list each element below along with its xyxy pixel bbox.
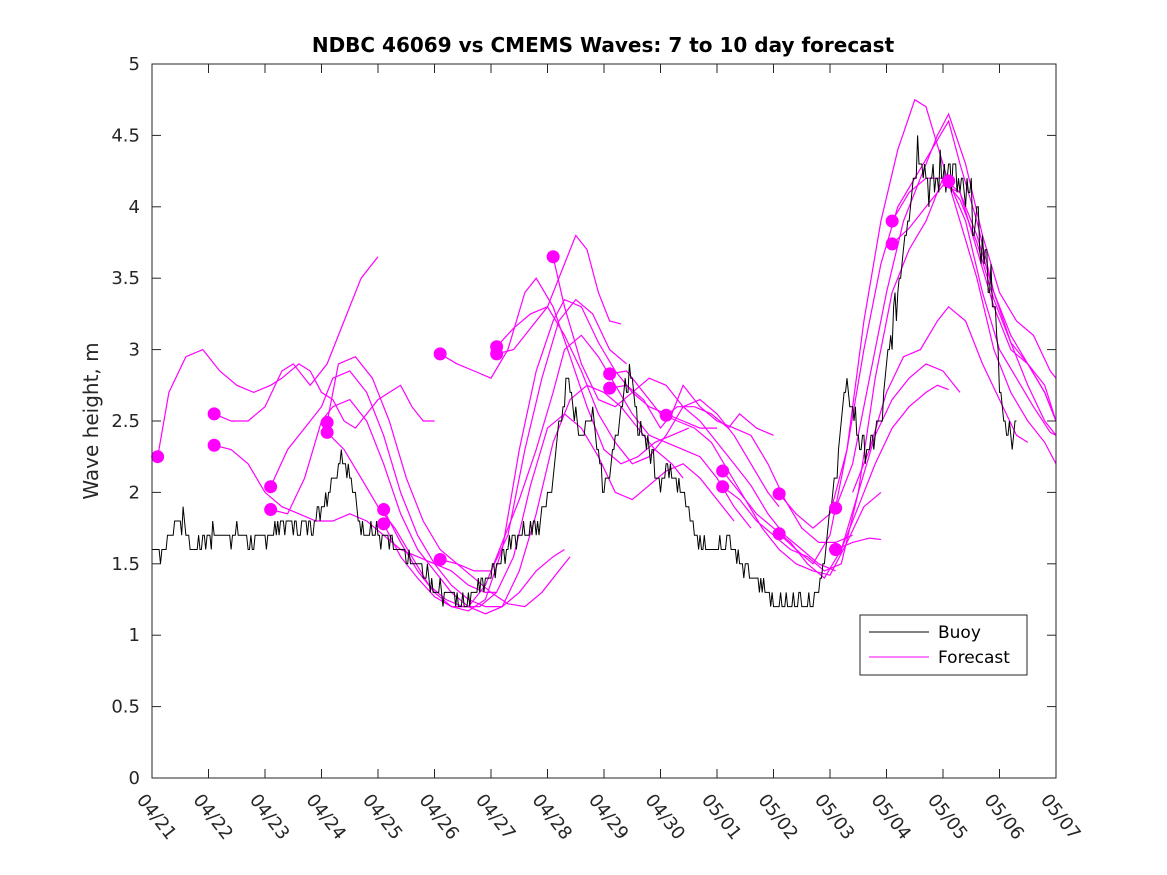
y-tick-label: 1.5: [111, 554, 140, 575]
y-tick-label: 0: [129, 768, 140, 789]
y-tick-label: 4.5: [111, 125, 140, 146]
forecast-line: [326, 298, 627, 572]
plot-area: [151, 98, 1057, 615]
forecast-start-marker: [151, 450, 165, 464]
y-tick-label: 2.5: [111, 411, 140, 432]
y-tick-label: 1: [129, 625, 140, 646]
forecast-line: [439, 556, 571, 608]
forecast-line: [213, 256, 379, 422]
forecast-start-marker: [885, 237, 899, 251]
y-axis-label: Wave height, m: [79, 342, 103, 499]
forecast-start-marker: [490, 347, 504, 361]
forecast-line: [835, 537, 881, 551]
forecast-start-marker: [264, 503, 278, 517]
forecast-start-marker: [659, 408, 673, 422]
forecast-start-marker: [716, 480, 730, 494]
legend: Buoy Forecast: [859, 614, 1028, 676]
forecast-start-marker: [433, 347, 447, 361]
forecast-line: [665, 406, 774, 436]
forecast-line: [326, 413, 735, 608]
forecast-line: [840, 384, 949, 550]
y-tick-label: 2: [129, 482, 140, 503]
forecast-start-marker: [377, 503, 391, 517]
forecast-start-marker: [772, 527, 786, 541]
legend-forecast-label: Forecast: [938, 648, 1010, 668]
forecast-start-marker: [207, 407, 221, 421]
legend-buoy-label: Buoy: [938, 623, 981, 643]
y-tick-label: 0.5: [111, 697, 140, 718]
forecast-line: [496, 234, 622, 355]
forecast-start-marker: [207, 438, 221, 452]
chart-title: NDBC 46069 vs CMEMS Waves: 7 to 10 day f…: [312, 33, 895, 57]
forecast-line: [552, 256, 836, 572]
forecast-start-marker: [716, 464, 730, 478]
forecast-line: [383, 334, 752, 608]
forecast-start-marker: [829, 543, 843, 557]
forecast-line: [948, 180, 1057, 436]
forecast-start-marker: [433, 553, 447, 567]
forecast-start-marker: [772, 487, 786, 501]
forecast-start-marker: [546, 250, 560, 264]
forecast-start-marker: [377, 517, 391, 531]
forecast-line: [383, 298, 717, 612]
legend-box: [859, 614, 1028, 676]
forecast-start-marker: [264, 480, 278, 494]
y-tick-label: 5: [129, 54, 140, 75]
forecast-line: [496, 306, 780, 508]
forecast-line: [778, 98, 1057, 529]
y-tick-label: 4: [129, 197, 140, 218]
forecast-line: [270, 370, 565, 608]
forecast-start-marker: [885, 214, 899, 228]
forecast-start-marker: [829, 501, 843, 515]
forecast-start-marker: [603, 381, 617, 395]
forecast-line: [609, 384, 853, 543]
y-tick-label: 3.5: [111, 268, 140, 289]
forecast-start-marker: [320, 425, 334, 439]
forecast-start-marker: [320, 415, 334, 429]
forecast-start-marker: [942, 174, 956, 188]
forecast-line: [835, 112, 1057, 509]
plot-frame: [151, 63, 1057, 779]
forecast-start-marker: [603, 367, 617, 381]
forecast-line: [891, 177, 1057, 422]
forecast-line: [157, 348, 435, 457]
buoy-line: [152, 135, 1017, 608]
y-tick-label: 3: [129, 340, 140, 361]
forecast-line: [891, 184, 1057, 422]
